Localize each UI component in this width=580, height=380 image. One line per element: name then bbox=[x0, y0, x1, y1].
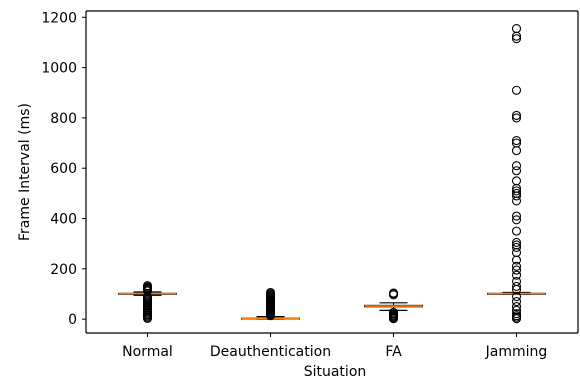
outlier-point bbox=[511, 136, 522, 146]
outlier-point bbox=[511, 265, 522, 275]
outlier-point bbox=[511, 161, 522, 171]
y-tick-label: 0 bbox=[68, 312, 77, 328]
outlier-point bbox=[511, 305, 522, 315]
outlier-point bbox=[511, 85, 522, 95]
outlier-point bbox=[511, 110, 522, 120]
outlier-point bbox=[511, 240, 522, 250]
outlier-point bbox=[511, 291, 522, 302]
outlier-point bbox=[511, 138, 522, 148]
outlier-point bbox=[511, 146, 522, 156]
y-tick-label: 1000 bbox=[41, 61, 77, 77]
y-tick-label: 800 bbox=[50, 111, 77, 127]
box-fa bbox=[364, 288, 423, 324]
outlier-point bbox=[511, 226, 522, 236]
outlier-point bbox=[511, 186, 522, 196]
outlier-point bbox=[388, 307, 399, 317]
x-tick-label: Deauthentication bbox=[210, 344, 331, 360]
x-tick-label: Normal bbox=[122, 344, 173, 360]
outlier-point bbox=[511, 242, 522, 253]
outlier-point bbox=[511, 188, 522, 198]
outlier-point bbox=[511, 113, 522, 123]
y-tick-label: 400 bbox=[50, 212, 77, 228]
outlier-point bbox=[511, 281, 522, 292]
outlier-point bbox=[511, 261, 522, 271]
outlier-point bbox=[511, 215, 522, 225]
outlier-point bbox=[511, 24, 522, 34]
axes: 0 200 400 600 800 1000 1200 Normal Deauthenticat… bbox=[41, 10, 579, 360]
outlier-point bbox=[511, 166, 522, 176]
outlier-point bbox=[511, 176, 522, 186]
x-tick-label: FA bbox=[385, 344, 402, 360]
outlier-point bbox=[511, 276, 522, 286]
outlier-point bbox=[511, 302, 522, 312]
outlier-point bbox=[511, 211, 522, 221]
outlier-point bbox=[511, 270, 522, 280]
y-axis-title: Frame Interval (ms) bbox=[17, 103, 33, 241]
outlier-point bbox=[265, 287, 276, 298]
box-deauthentication bbox=[241, 287, 300, 321]
x-axis-title: Situation bbox=[304, 364, 367, 380]
outlier-point bbox=[511, 237, 522, 247]
outlier-point bbox=[511, 297, 522, 307]
box-jamming bbox=[487, 24, 546, 324]
outlier-point bbox=[511, 309, 522, 319]
outlier-point bbox=[511, 34, 522, 44]
y-tick-label: 1200 bbox=[41, 10, 77, 26]
y-tick-label: 600 bbox=[50, 161, 77, 177]
box-normal bbox=[118, 281, 177, 323]
x-tick-label: Jamming bbox=[485, 344, 548, 360]
plot-area bbox=[118, 24, 546, 324]
outlier-point bbox=[142, 281, 153, 291]
y-tick-label: 200 bbox=[50, 262, 77, 278]
outlier-point bbox=[388, 288, 399, 298]
